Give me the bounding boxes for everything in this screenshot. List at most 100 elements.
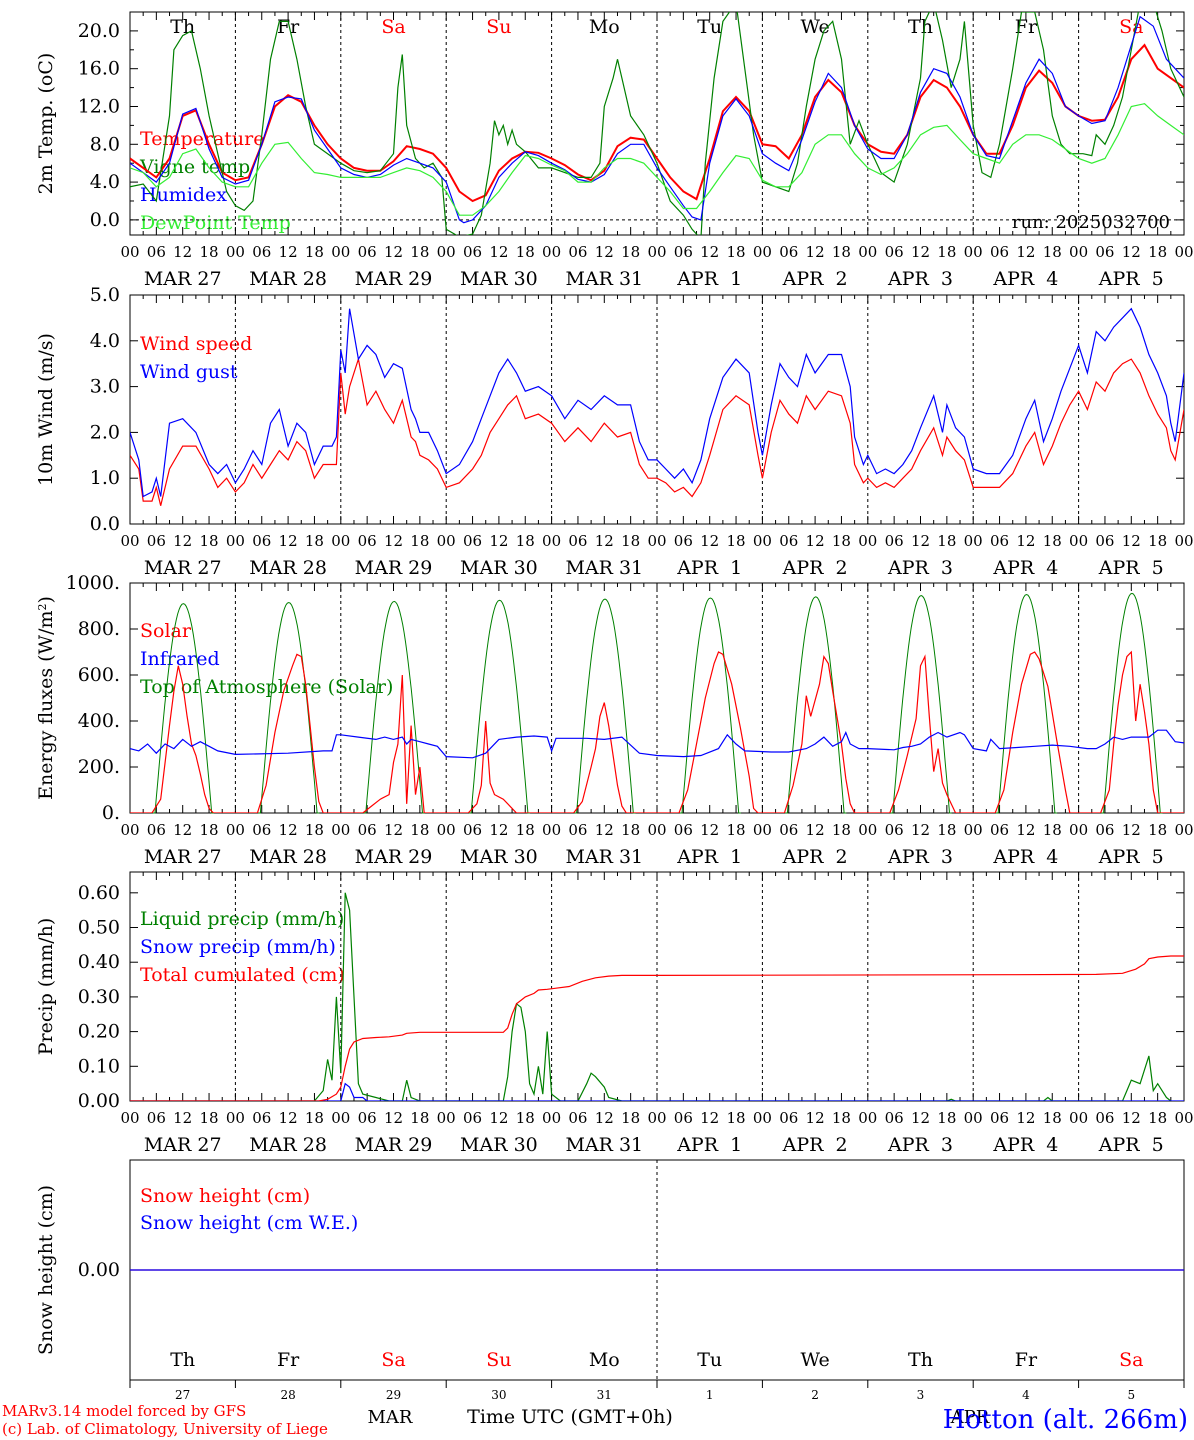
hour-label: 18 <box>832 243 851 261</box>
hour-label: 00 <box>753 532 772 550</box>
hour-label: 18 <box>727 532 746 550</box>
hour-label: 18 <box>727 243 746 261</box>
hour-label: 00 <box>120 1109 139 1127</box>
day-number: 30 <box>491 1388 506 1402</box>
day-names-bottom: Th Fr Sa Su Mo Tu We Th Fr Sa <box>170 1349 1143 1371</box>
hour-label: 06 <box>1095 243 1114 261</box>
hour-label: 12 <box>911 821 930 839</box>
hour-label: 12 <box>911 532 930 550</box>
day-name: We <box>800 1349 829 1371</box>
day-name: Tu <box>697 16 722 38</box>
hour-label: 00 <box>858 532 877 550</box>
hour-label: 00 <box>964 821 983 839</box>
hour-label: 12 <box>1122 243 1141 261</box>
hour-label: 18 <box>1043 1109 1062 1127</box>
hour-label: 00 <box>858 821 877 839</box>
date-label: APR 3 <box>887 846 953 868</box>
date-label: MAR 28 <box>249 268 327 290</box>
hour-label: 18 <box>727 1109 746 1127</box>
hour-label: 12 <box>173 532 192 550</box>
day-name: Mo <box>589 16 620 38</box>
hour-label: 12 <box>806 243 825 261</box>
hour-label: 12 <box>700 243 719 261</box>
series-solar <box>130 650 1184 813</box>
hour-label: 12 <box>489 532 508 550</box>
day-number: 31 <box>597 1388 612 1402</box>
hour-label: 06 <box>463 1109 482 1127</box>
date-label: APR 3 <box>887 557 953 579</box>
toa-solar-line <box>363 600 425 814</box>
date-label: MAR 27 <box>144 268 222 290</box>
hour-label: 18 <box>832 532 851 550</box>
y-tick-label: 0.10 <box>78 1055 120 1077</box>
hour-label: 00 <box>647 821 666 839</box>
y-tick-label: 4.0 <box>90 330 120 352</box>
hour-label: 18 <box>410 821 429 839</box>
date-label: APR 5 <box>1098 268 1164 290</box>
date-label: APR 2 <box>782 268 848 290</box>
y-tick-label: 1.0 <box>90 467 120 489</box>
hour-label: 06 <box>779 821 798 839</box>
hour-label: 00 <box>1069 821 1088 839</box>
hour-label: 12 <box>384 532 403 550</box>
hour-label: 00 <box>331 243 350 261</box>
hour-label: 12 <box>700 1109 719 1127</box>
series-vigne-temp <box>130 12 1184 235</box>
y-tick-label: 0.40 <box>78 951 120 973</box>
hour-label: 06 <box>147 1109 166 1127</box>
hour-label: 06 <box>568 821 587 839</box>
hour-label: 06 <box>463 243 482 261</box>
day-name: Su <box>486 1349 511 1371</box>
wind-legend: Wind speed Wind gust <box>140 333 252 383</box>
date-label: APR 1 <box>676 557 742 579</box>
hour-label: 06 <box>885 821 904 839</box>
day-number: 27 <box>175 1388 190 1402</box>
series-wind-gust <box>130 307 1184 498</box>
hour-label: 06 <box>674 532 693 550</box>
date-label: APR 3 <box>887 1134 953 1156</box>
hour-label: 06 <box>674 243 693 261</box>
hour-label: 00 <box>120 532 139 550</box>
hour-label: 18 <box>200 532 219 550</box>
hour-label: 12 <box>700 532 719 550</box>
legend-temperature: Temperature <box>140 128 264 150</box>
hour-label: 12 <box>384 821 403 839</box>
day-name: Th <box>908 1349 933 1371</box>
day-number: 3 <box>917 1388 925 1402</box>
hour-label: 12 <box>279 1109 298 1127</box>
day-name: Sa <box>381 1349 405 1371</box>
hour-label: 12 <box>595 1109 614 1127</box>
hour-label: 18 <box>621 243 640 261</box>
hour-label: 00 <box>858 1109 877 1127</box>
hour-label: 00 <box>542 1109 561 1127</box>
hour-label: 00 <box>120 821 139 839</box>
hour-label: 18 <box>1148 1109 1167 1127</box>
hour-label: 00 <box>226 1109 245 1127</box>
y-tick-label: 600. <box>78 664 120 686</box>
hour-label: 06 <box>779 532 798 550</box>
run-label: run: 2025032700 <box>1012 212 1170 233</box>
hour-label: 18 <box>937 243 956 261</box>
hour-label: 18 <box>621 821 640 839</box>
y-tick-label: 0.0 <box>90 513 120 535</box>
series-snow-precip-mm-h <box>130 1082 1184 1101</box>
hour-label: 18 <box>200 1109 219 1127</box>
hour-label: 00 <box>1174 1109 1193 1127</box>
series-humidex <box>130 15 1184 224</box>
hour-label: 00 <box>1069 243 1088 261</box>
precip-panel: Liquid precip (mm/h) Snow precip (mm/h) … <box>35 871 1194 1156</box>
precip-legend: Liquid precip (mm/h) Snow precip (mm/h) … <box>140 908 345 986</box>
hour-label: 06 <box>1095 532 1114 550</box>
date-label: APR 4 <box>992 1134 1058 1156</box>
hour-label: 06 <box>358 1109 377 1127</box>
date-label: MAR 27 <box>144 557 222 579</box>
hour-label: 06 <box>779 1109 798 1127</box>
lab-credit: (c) Lab. of Climatology, University of L… <box>2 1420 328 1438</box>
legend-wind-gust: Wind gust <box>140 361 238 383</box>
legend-dewpoint: DewPoint Temp <box>140 212 291 234</box>
hour-label: 18 <box>516 821 535 839</box>
date-label: MAR 28 <box>249 557 327 579</box>
y-tick-label: 800. <box>78 618 120 640</box>
temperature-axis-label: 2m Temp. (oC) <box>35 53 57 195</box>
hour-label: 06 <box>147 243 166 261</box>
